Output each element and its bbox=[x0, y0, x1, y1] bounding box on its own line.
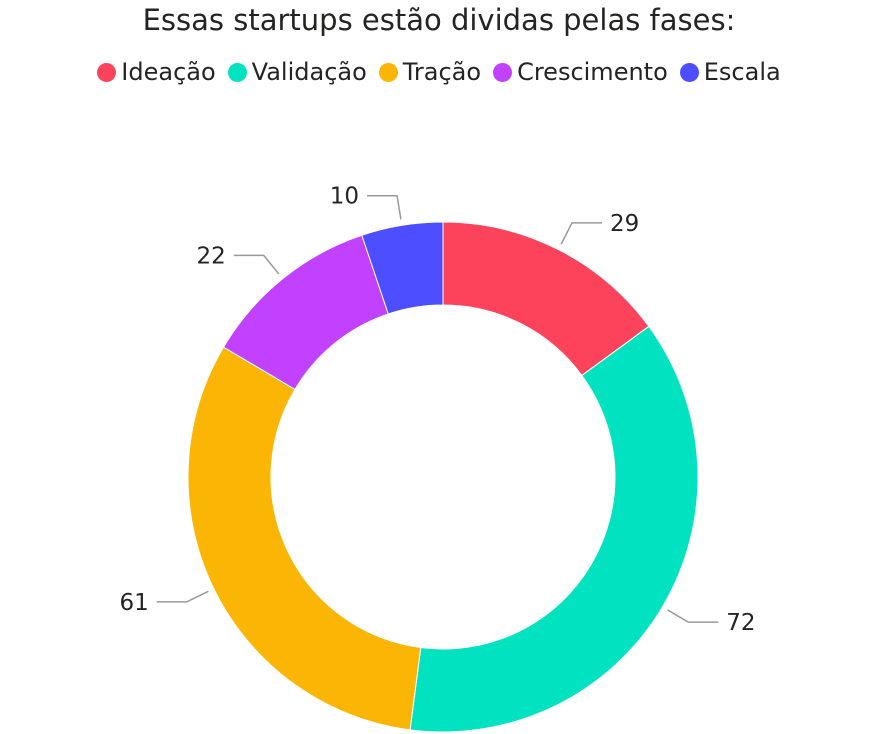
leader-line-1 bbox=[667, 609, 719, 623]
leader-line-3 bbox=[233, 254, 280, 275]
slice-tracao[interactable] bbox=[187, 346, 422, 731]
legend-label-1: Validação bbox=[251, 58, 367, 86]
legend-label-0: Ideação bbox=[121, 58, 216, 86]
legend-label-3: Crescimento bbox=[517, 58, 668, 86]
legend-item-3[interactable]: Crescimento bbox=[493, 58, 668, 86]
legend-item-4[interactable]: Escala bbox=[679, 58, 781, 86]
legend-marker-3 bbox=[493, 62, 513, 82]
chart-legend: Ideação Validação Tração Crescimento Escala bbox=[0, 58, 878, 86]
data-label-1: 72 bbox=[726, 610, 755, 636]
data-label-4: 10 bbox=[330, 184, 359, 210]
leader-line-4 bbox=[367, 194, 402, 220]
legend-marker-4 bbox=[679, 62, 699, 82]
legend-item-2[interactable]: Tração bbox=[378, 58, 482, 86]
legend-marker-2 bbox=[378, 62, 398, 82]
data-label-2: 61 bbox=[120, 590, 149, 616]
legend-marker-1 bbox=[227, 62, 247, 82]
legend-label-2: Tração bbox=[402, 58, 482, 86]
legend-item-1[interactable]: Validação bbox=[227, 58, 367, 86]
slice-validacao[interactable] bbox=[409, 325, 699, 733]
data-label-0: 29 bbox=[610, 211, 639, 237]
legend-marker-0 bbox=[97, 62, 117, 82]
chart-title: Essas startups estão dividas pelas fases… bbox=[142, 3, 736, 37]
leader-line-2 bbox=[156, 590, 209, 603]
slice-escala[interactable] bbox=[361, 221, 444, 315]
leader-line-0 bbox=[560, 222, 602, 245]
legend-item-0[interactable]: Ideação bbox=[97, 58, 216, 86]
legend-label-4: Escala bbox=[703, 58, 781, 86]
data-label-3: 22 bbox=[196, 243, 225, 269]
